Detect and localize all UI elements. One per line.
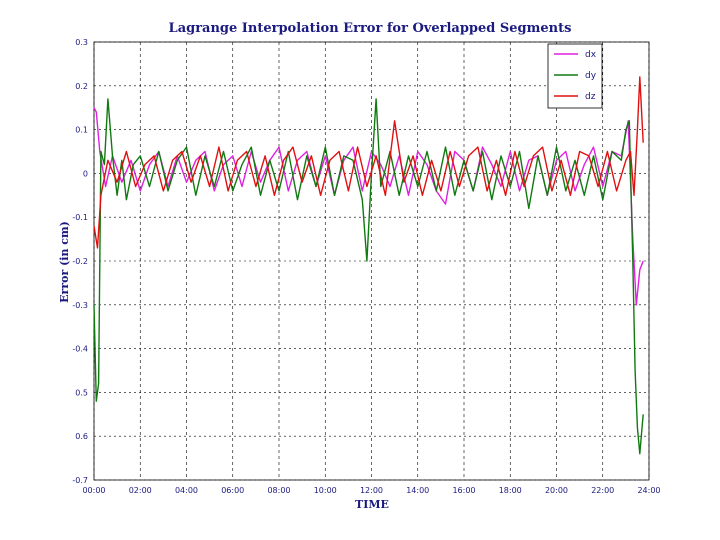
y-tick-label: 0.3: [75, 38, 88, 47]
y-tick-label: 0: [83, 169, 88, 178]
y-axis-label: Error (in cm): [58, 221, 71, 303]
legend-label-dx: dx: [585, 50, 597, 60]
y-axis: 0.3 0.2 0.1 0 -0.1 -0.2 -0.3 -0.4 0.5 0.6 -0.7: [72, 38, 88, 485]
plot-frame: [93, 41, 650, 481]
y-tick-label: -0.7: [72, 476, 88, 485]
y-tick-label: 0.1: [75, 126, 88, 135]
series-group: [93, 76, 644, 455]
y-tick-label: -0.1: [72, 213, 88, 222]
legend: dx dy dz: [547, 43, 603, 109]
x-tick-label: 20:00: [545, 486, 568, 495]
x-axis-label: TIME: [355, 498, 389, 511]
series-line-dz: [93, 76, 644, 249]
x-tick-label: 18:00: [499, 486, 522, 495]
y-tick-label: -0.4: [72, 345, 88, 354]
y-tick-label: -0.2: [72, 257, 88, 266]
x-tick-label: 24:00: [637, 486, 660, 495]
x-tick-label: 14:00: [406, 486, 429, 495]
series-line-dy: [93, 98, 644, 455]
y-tick-label: 0.5: [75, 388, 88, 397]
y-tick-label: 0.2: [75, 82, 88, 91]
legend-label-dz: dz: [585, 92, 596, 102]
y-tick-label: 0.6: [75, 432, 88, 441]
x-tick-label: 00:00: [82, 486, 105, 495]
x-tick-label: 10:00: [314, 486, 337, 495]
x-tick-label: 12:00: [360, 486, 383, 495]
series-line-dx: [93, 107, 644, 306]
x-tick-label: 22:00: [591, 486, 614, 495]
x-tick-label: 08:00: [267, 486, 290, 495]
x-tick-label: 16:00: [452, 486, 475, 495]
x-tick-label: 02:00: [129, 486, 152, 495]
x-axis: 00:00 02:00 04:00 06:00 08:00 10:00 12:00 14:00…: [82, 486, 660, 495]
chart-title: Lagrange Interpolation Error for Overlap…: [169, 21, 572, 36]
y-tick-label: -0.3: [72, 301, 88, 310]
legend-label-dy: dy: [585, 71, 597, 81]
x-tick-label: 06:00: [221, 486, 244, 495]
x-tick-label: 04:00: [175, 486, 198, 495]
